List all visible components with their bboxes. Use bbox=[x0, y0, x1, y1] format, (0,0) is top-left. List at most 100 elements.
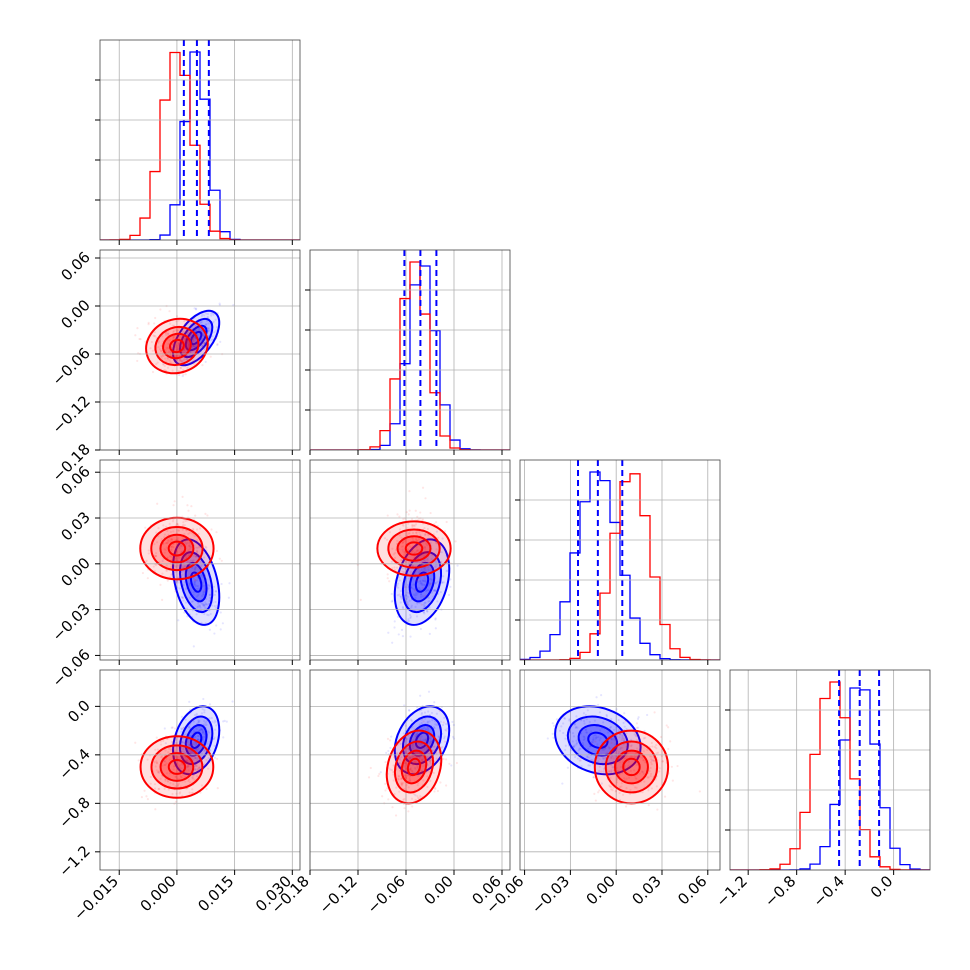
scatter-point bbox=[195, 749, 198, 752]
scatter-point bbox=[414, 537, 418, 541]
scatter-point bbox=[397, 775, 401, 778]
scatter-point bbox=[193, 345, 196, 348]
scatter-point bbox=[627, 766, 630, 769]
scatter-point bbox=[445, 784, 448, 787]
scatter-point bbox=[582, 738, 585, 742]
scatter-point bbox=[411, 524, 414, 527]
scatter-point bbox=[186, 333, 189, 336]
scatter-point bbox=[169, 530, 173, 534]
scatter-point bbox=[187, 764, 190, 768]
scatter-point bbox=[436, 580, 439, 583]
scatter-point bbox=[215, 606, 218, 610]
scatter-point bbox=[188, 361, 192, 364]
density-contour bbox=[385, 729, 443, 805]
scatter-point bbox=[391, 769, 394, 772]
scatter-point bbox=[428, 759, 431, 763]
scatter-point bbox=[201, 313, 204, 316]
scatter-point bbox=[595, 696, 598, 699]
scatter-point bbox=[600, 693, 603, 697]
scatter-point bbox=[167, 342, 170, 346]
scatter-point bbox=[209, 312, 213, 315]
scatter-point bbox=[386, 538, 389, 541]
scatter-point bbox=[411, 805, 414, 808]
scatter-point bbox=[401, 523, 404, 526]
scatter-point bbox=[177, 346, 180, 349]
scatter-point bbox=[428, 606, 431, 609]
scatter-point bbox=[196, 767, 199, 771]
scatter-point bbox=[203, 708, 206, 712]
scatter-point bbox=[598, 757, 601, 761]
density-contour bbox=[554, 705, 642, 776]
scatter-point bbox=[599, 737, 602, 740]
scatter-point bbox=[575, 743, 578, 746]
scatter-point bbox=[393, 568, 397, 571]
scatter-point bbox=[405, 511, 408, 514]
histogram-panel-3: −1.2 −0.8 −0.4 0.0 bbox=[713, 669, 931, 911]
scatter-point bbox=[417, 538, 420, 541]
scatter-point bbox=[597, 791, 600, 794]
scatter-point bbox=[191, 344, 195, 347]
density-contour bbox=[184, 561, 208, 603]
scatter-point bbox=[421, 559, 424, 563]
scatter-point bbox=[175, 315, 179, 318]
scatter-point bbox=[189, 752, 192, 755]
scatter-point bbox=[167, 751, 170, 754]
scatter-point bbox=[651, 745, 654, 748]
scatter-point bbox=[166, 780, 169, 783]
scatter-point bbox=[389, 768, 392, 771]
scatter-point bbox=[171, 758, 174, 761]
scatter-point bbox=[421, 758, 424, 761]
scatter-point bbox=[611, 766, 614, 769]
scatter-point bbox=[204, 360, 207, 363]
scatter-point bbox=[434, 787, 437, 790]
scatter-point bbox=[398, 769, 402, 772]
density-contour bbox=[139, 735, 215, 799]
scatter-point bbox=[208, 731, 211, 734]
scatter-point bbox=[174, 345, 177, 348]
scatter-point bbox=[406, 595, 409, 598]
scatter-point bbox=[437, 536, 440, 539]
scatter-point bbox=[409, 615, 412, 618]
scatter-point bbox=[419, 511, 422, 514]
scatter-point bbox=[192, 344, 195, 347]
scatter-point bbox=[415, 755, 419, 759]
scatter-point bbox=[157, 346, 160, 349]
scatter-point bbox=[182, 751, 185, 754]
y-tick-label: −1.2 bbox=[55, 842, 93, 880]
scatter-point bbox=[213, 721, 216, 724]
scatter-point bbox=[203, 603, 206, 606]
scatter-point bbox=[170, 538, 173, 541]
scatter-point bbox=[191, 349, 194, 352]
scatter-point bbox=[177, 564, 180, 567]
scatter-point bbox=[598, 765, 601, 768]
scatter-point bbox=[602, 756, 605, 760]
scatter-point bbox=[644, 736, 647, 739]
scatter-point bbox=[175, 354, 178, 357]
scatter-point bbox=[434, 560, 437, 563]
scatter-point bbox=[408, 619, 411, 622]
scatter-point bbox=[578, 759, 581, 762]
scatter-point bbox=[203, 604, 206, 607]
scatter-point bbox=[610, 757, 613, 760]
scatter-point bbox=[195, 549, 199, 552]
scatter-point bbox=[184, 554, 187, 558]
scatter-point bbox=[429, 577, 432, 581]
scatter-point bbox=[406, 747, 409, 750]
scatter-point bbox=[163, 551, 166, 554]
scatter-point bbox=[184, 759, 187, 763]
scatter-point bbox=[408, 509, 411, 512]
scatter-point bbox=[655, 747, 658, 750]
scatter-point bbox=[183, 611, 186, 614]
scatter-point bbox=[208, 717, 211, 720]
scatter-point bbox=[193, 743, 196, 746]
scatter-point bbox=[201, 732, 204, 735]
scatter-point bbox=[180, 544, 183, 547]
scatter-point bbox=[179, 366, 183, 369]
scatter-point bbox=[205, 723, 208, 726]
scatter-point bbox=[140, 796, 143, 799]
scatter-point bbox=[429, 765, 432, 768]
scatter-point bbox=[423, 583, 427, 587]
scatter-point bbox=[152, 565, 155, 568]
y-tick-label: −0.03 bbox=[49, 600, 94, 645]
